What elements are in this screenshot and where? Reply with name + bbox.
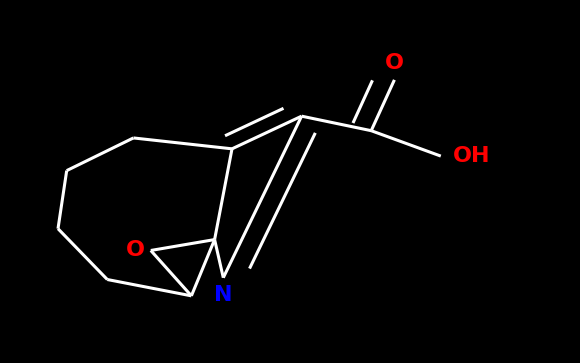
Text: N: N <box>214 285 233 305</box>
Text: O: O <box>126 240 145 261</box>
Text: O: O <box>385 53 404 73</box>
Text: OH: OH <box>452 146 490 166</box>
